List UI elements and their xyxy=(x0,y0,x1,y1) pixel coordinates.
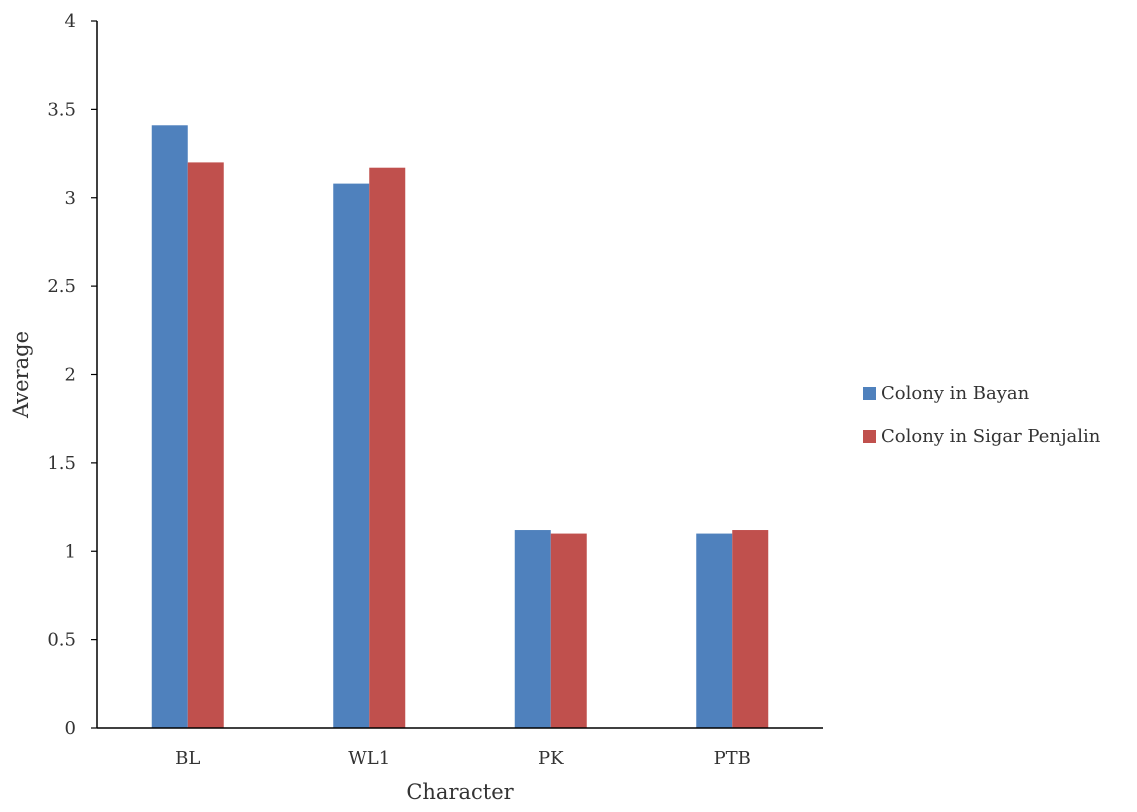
bar-wl1-bayan xyxy=(333,183,370,729)
x-tick-label: WL1 xyxy=(348,748,390,769)
legend: Colony in Bayan Colony in Sigar Penjalin xyxy=(863,383,1101,447)
y-tick-label: 0 xyxy=(65,718,76,739)
y-axis-ticks: 0 0.5 1 1.5 2 2.5 3 3.5 4 xyxy=(47,11,97,739)
y-tick-label: 0.5 xyxy=(47,630,76,651)
y-tick-label: 3 xyxy=(65,188,76,209)
x-axis-ticks: BL WL1 PK PTB xyxy=(175,748,751,769)
y-tick-label: 3.5 xyxy=(47,99,76,120)
bar-pk-bayan xyxy=(514,530,551,728)
x-tick-label: PK xyxy=(538,748,564,769)
y-tick-label: 2.5 xyxy=(47,276,76,297)
y-tick-label: 2 xyxy=(65,365,76,386)
y-tick-label: 1.5 xyxy=(47,453,76,474)
x-tick-label: BL xyxy=(175,748,200,769)
y-tick-label: 4 xyxy=(65,11,76,32)
y-axis-title: Average xyxy=(9,331,33,419)
legend-label: Colony in Sigar Penjalin xyxy=(881,426,1101,447)
bar-bl-bayan xyxy=(151,125,188,729)
legend-swatch xyxy=(863,430,876,443)
bars-layer xyxy=(151,125,769,729)
legend-label: Colony in Bayan xyxy=(881,383,1030,404)
y-tick-label: 1 xyxy=(65,541,76,562)
x-tick-label: PTB xyxy=(714,748,751,769)
bar-ptb-sigar-penjalin xyxy=(732,530,769,728)
bar-ptb-bayan xyxy=(696,533,733,728)
bar-pk-sigar-penjalin xyxy=(550,533,587,728)
bar-wl1-sigar-penjalin xyxy=(369,167,406,728)
x-axis-title: Character xyxy=(406,780,514,804)
bar-bl-sigar-penjalin xyxy=(187,162,224,728)
legend-swatch xyxy=(863,387,876,400)
